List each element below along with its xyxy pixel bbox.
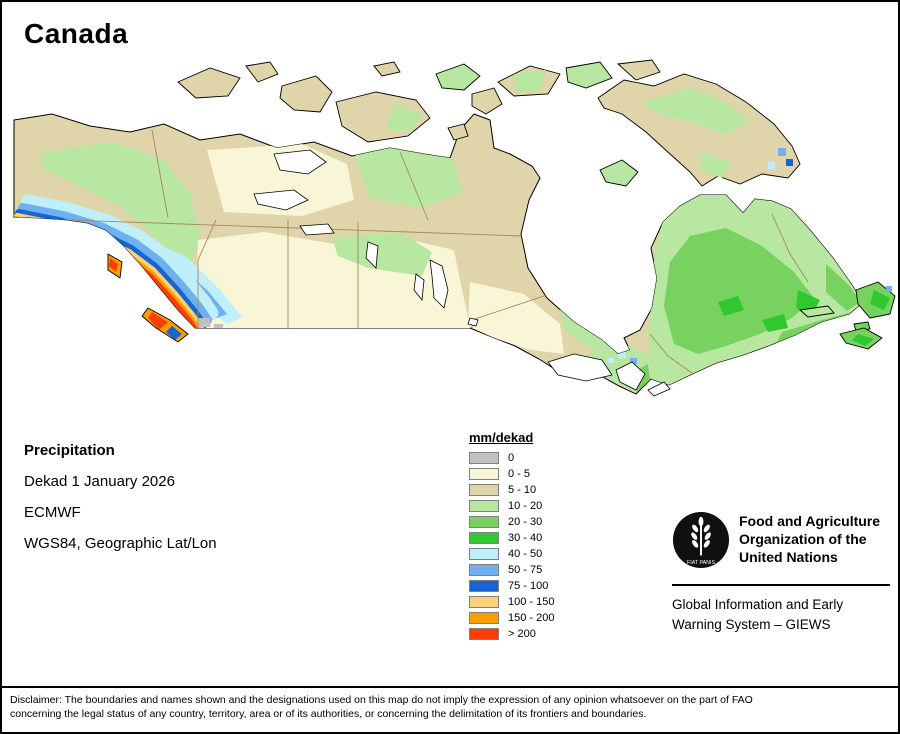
legend-label: 0 - 5: [508, 468, 531, 480]
legend-label: 150 - 200: [508, 612, 555, 624]
page-title: Canada: [24, 18, 129, 49]
info-parameter: Precipitation: [24, 442, 115, 459]
legend-swatch: [469, 564, 499, 576]
legend-swatch: [469, 580, 499, 592]
legend-swatch: [469, 532, 499, 544]
legend-row: 20 - 30: [469, 516, 554, 528]
legend-swatch: [469, 548, 499, 560]
lakes: [253, 149, 671, 397]
fao-block: FIAT PANIS Food and Agriculture Organiza…: [672, 508, 890, 636]
giews-label: Global Information and Early Warning Sys…: [672, 595, 890, 636]
legend-row: 5 - 10: [469, 484, 554, 496]
fao-divider: [672, 584, 890, 586]
legend: mm/dekad 0 0 - 5 5 - 10 10 - 20 20 - 30 …: [469, 430, 554, 644]
giews-line-1: Global Information and Early: [672, 597, 844, 612]
legend-row: 75 - 100: [469, 580, 554, 592]
fao-logo-icon: FIAT PANIS: [672, 511, 730, 569]
legend-row: 0: [469, 452, 554, 464]
legend-swatch: [469, 612, 499, 624]
legend-row: 150 - 200: [469, 612, 554, 624]
legend-label: 40 - 50: [508, 548, 543, 560]
legend-title: mm/dekad: [469, 430, 534, 445]
legend-label: 0: [508, 452, 515, 464]
fao-org-line-2: Organization of the: [739, 531, 867, 548]
giews-line-2: Warning System – GIEWS: [672, 617, 831, 633]
map-info: Precipitation Dekad 1 January 2026 ECMWF…: [24, 442, 217, 566]
disclaimer: Disclaimer: The boundaries and names sho…: [2, 686, 898, 721]
legend-row: 40 - 50: [469, 548, 554, 560]
legend-swatch: [469, 452, 499, 464]
islands: [107, 59, 896, 350]
canada-precipitation-map: [13, 59, 896, 397]
fao-org-line-1: Food and Agriculture: [739, 513, 881, 529]
info-period: Dekad 1 January 2026: [24, 473, 175, 490]
legend-swatch: [469, 628, 499, 640]
fao-org-line-3: United Nations: [739, 549, 838, 566]
fao-motto: FIAT PANIS: [687, 560, 715, 566]
provincial-borders: [14, 129, 809, 374]
disclaimer-line-2: concerning the legal status of any count…: [10, 708, 647, 721]
legend-label: 50 - 75: [508, 564, 543, 576]
fao-org-name: Food and Agriculture Organization of the…: [739, 508, 880, 567]
legend-row: 100 - 150: [469, 596, 554, 608]
legend-swatch: [469, 596, 499, 608]
legend-swatch: [469, 468, 499, 480]
legend-row: 10 - 20: [469, 500, 554, 512]
info-projection: WGS84, Geographic Lat/Lon: [24, 535, 217, 552]
legend-label: 20 - 30: [508, 516, 543, 528]
legend-label: 10 - 20: [508, 500, 543, 512]
legend-label: > 200: [508, 628, 536, 640]
legend-label: 5 - 10: [508, 484, 537, 496]
legend-label: 100 - 150: [508, 596, 555, 608]
legend-swatch: [469, 484, 499, 496]
legend-label: 30 - 40: [508, 532, 543, 544]
legend-row: 50 - 75: [469, 564, 554, 576]
legend-swatch: [469, 516, 499, 528]
legend-row: 30 - 40: [469, 532, 554, 544]
legend-row: > 200: [469, 628, 554, 640]
legend-items: 0 0 - 5 5 - 10 10 - 20 20 - 30 30 - 40 4…: [469, 452, 554, 640]
legend-swatch: [469, 500, 499, 512]
legend-label: 75 - 100: [508, 580, 549, 592]
legend-row: 0 - 5: [469, 468, 554, 480]
info-source: ECMWF: [24, 504, 81, 521]
disclaimer-line-1: Disclaimer: The boundaries and names sho…: [10, 694, 753, 706]
